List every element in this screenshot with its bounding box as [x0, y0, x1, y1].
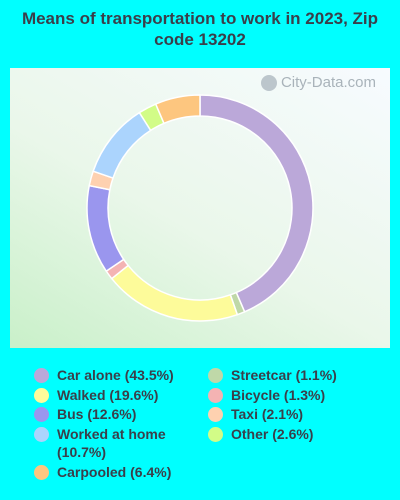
legend-item-left-2: Bus (12.6%) — [34, 405, 204, 424]
legend-label: Car alone (43.5%) — [57, 367, 174, 383]
legend-column-left: Car alone (43.5%) Walked (19.6%) Bus (12.6… — [34, 366, 204, 482]
legend-label: Streetcar (1.1%) — [231, 367, 337, 383]
legend-item-right-0: Streetcar (1.1%) — [208, 366, 384, 385]
watermark: City-Data.com — [260, 74, 376, 91]
chart-panel: City-Data.com — [10, 68, 390, 348]
donut-slice-0[interactable] — [199, 94, 314, 313]
legend-item-left-1: Walked (19.6%) — [34, 386, 204, 405]
legend-swatch — [208, 426, 223, 442]
legend-label: Worked at home (10.7%) — [57, 425, 166, 461]
chart-title: Means of transportation to work in 2023,… — [21, 9, 379, 49]
legend-item-right-3: Other (2.6%) — [208, 425, 384, 444]
donut-slice-8[interactable] — [154, 94, 201, 125]
donut-chart — [86, 94, 314, 322]
legend-label: Carpooled (6.4%) — [57, 463, 172, 480]
donut-slice-2[interactable] — [110, 264, 239, 322]
legend-label: Taxi (2.1%) — [231, 406, 304, 422]
legend-label: Bicycle (1.3%) — [231, 386, 326, 403]
city-data-logo-icon — [260, 74, 277, 91]
legend-swatch — [208, 387, 223, 403]
donut-slice-6[interactable] — [92, 111, 152, 179]
legend-swatch — [34, 464, 49, 480]
legend-item-right-2: Taxi (2.1%) — [208, 405, 384, 424]
legend-swatch — [208, 368, 223, 383]
legend-item-left-4: Carpooled (6.4%) — [34, 463, 204, 482]
legend-item-left-0: Car alone (43.5%) — [34, 366, 204, 385]
legend-swatch — [34, 407, 49, 422]
legend-label: Other (2.6%) — [231, 425, 314, 442]
legend-label: Bus (12.6%) — [57, 406, 137, 422]
watermark-text: City-Data.com — [280, 74, 376, 91]
legend-swatch — [208, 407, 223, 422]
legend-column-right: Streetcar (1.1%) Bicycle (1.3%) Taxi (2.1%… — [208, 366, 384, 444]
legend-swatch — [34, 387, 49, 403]
legend-swatch — [34, 368, 49, 383]
legend-label: Walked (19.6%) — [57, 386, 159, 403]
donut-slice-4[interactable] — [86, 184, 125, 273]
legend-item-left-3: Worked at home (10.7%) — [34, 425, 204, 462]
legend-item-right-1: Bicycle (1.3%) — [208, 386, 384, 405]
legend-swatch — [34, 426, 49, 442]
